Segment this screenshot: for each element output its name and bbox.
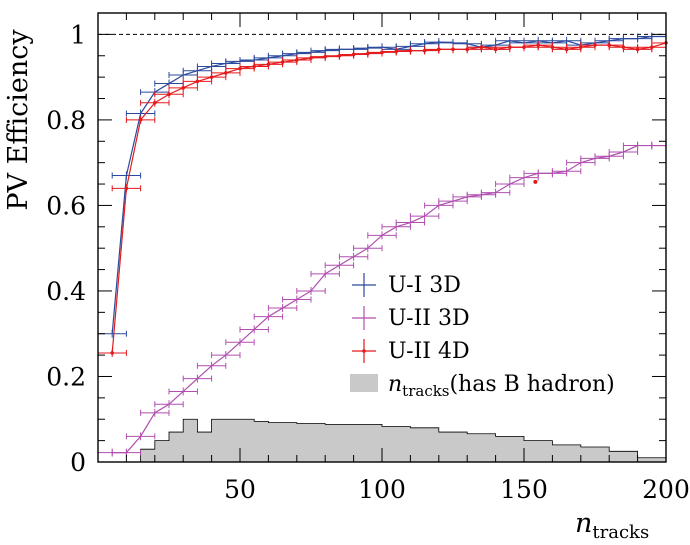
- y-tick-label: 0: [70, 448, 86, 477]
- marker: [181, 86, 185, 90]
- data-point: [168, 387, 198, 396]
- data-point: [480, 188, 511, 197]
- legend: U-I 3D U-II 3D U-II 4D ntracks(has B hadron…: [350, 273, 615, 400]
- axes-layer: [97, 12, 667, 463]
- tick-label-layer: 50 100 150 200 0 0.2 0.4 0.6 0.8 1: [46, 20, 690, 504]
- data-point: [282, 295, 312, 304]
- data-point: [168, 83, 198, 92]
- legend-label: U-I 3D: [388, 273, 461, 298]
- marker: [209, 75, 214, 79]
- data-point: [381, 222, 411, 231]
- data-point: [253, 312, 284, 321]
- marker: [153, 101, 157, 105]
- series-line: [112, 144, 666, 454]
- data-point: [211, 351, 241, 360]
- data-point: [395, 218, 426, 227]
- data-point: [651, 141, 667, 150]
- legend-item-u-ii-3d: U-II 3D: [352, 306, 470, 331]
- x-axis-title-main: n: [575, 508, 592, 539]
- data-point: [324, 261, 355, 270]
- data-point: [551, 167, 582, 176]
- data-point: [409, 212, 440, 221]
- data-point: [125, 115, 156, 124]
- marker: [195, 79, 200, 84]
- series-u-ii-4d: [97, 38, 668, 357]
- data-point: [154, 400, 184, 409]
- legend-label-main: n: [388, 372, 402, 397]
- data-point: [267, 304, 298, 313]
- data-point: [182, 374, 213, 383]
- data-point: [239, 325, 269, 334]
- legend-label-suffix: (has B hadron): [450, 372, 615, 397]
- x-tick-label: 200: [642, 475, 690, 504]
- y-tick-label: 0.6: [46, 191, 86, 220]
- y-tick-label: 0.8: [46, 106, 86, 135]
- legend-item-u-i-3d: U-I 3D: [352, 273, 461, 298]
- marker: [138, 118, 143, 122]
- y-tick-label: 0.2: [46, 362, 86, 391]
- legend-label-subscript: tracks: [402, 382, 449, 400]
- series-line: [111, 35, 666, 334]
- x-axis-title-subscript: tracks: [592, 522, 649, 543]
- data-point: [338, 252, 369, 261]
- data-point: [353, 244, 383, 253]
- marker: [224, 71, 228, 75]
- y-tick-label: 0.4: [46, 277, 86, 306]
- data-point: [111, 184, 142, 193]
- marker: [110, 351, 114, 355]
- stray-point: [533, 179, 538, 184]
- data-point: [111, 171, 142, 180]
- legend-item-u-ii-4d: U-II 4D: [352, 339, 470, 364]
- data-point: [140, 408, 170, 417]
- data-point: [608, 147, 639, 156]
- data-point: [125, 432, 156, 441]
- series-u-i-3d: [97, 32, 667, 338]
- legend-marker: [362, 349, 366, 353]
- data-point: [310, 269, 340, 278]
- data-point: [140, 98, 170, 107]
- marker: [650, 45, 654, 50]
- x-tick-label: 100: [358, 475, 406, 504]
- data-point: [225, 338, 255, 347]
- data-point: [154, 90, 184, 99]
- data-point: [296, 286, 326, 295]
- legend-item-histogram: ntracks(has B hadron): [350, 372, 615, 400]
- x-tick-label: 150: [500, 475, 548, 504]
- legend-swatch-box: [350, 374, 378, 392]
- marker: [124, 186, 129, 191]
- data-point: [651, 32, 667, 41]
- legend-label: U-II 4D: [388, 339, 470, 364]
- legend-label: ntracks(has B hadron): [388, 372, 615, 400]
- marker: [167, 92, 171, 97]
- data-point: [182, 77, 213, 86]
- y-axis-title: PV Efficiency: [3, 29, 34, 211]
- series-u-ii-3d: [97, 141, 667, 457]
- data-point: [125, 109, 156, 118]
- data-point: [495, 180, 525, 189]
- y-tick-label: 1: [70, 20, 86, 49]
- legend-label: U-II 3D: [388, 306, 470, 331]
- x-tick-label: 50: [224, 475, 256, 504]
- data-point: [97, 348, 127, 357]
- data-point: [196, 361, 227, 370]
- data-point: [367, 231, 397, 240]
- x-axis-title: ntracks: [575, 508, 649, 543]
- series-layer: [97, 32, 668, 457]
